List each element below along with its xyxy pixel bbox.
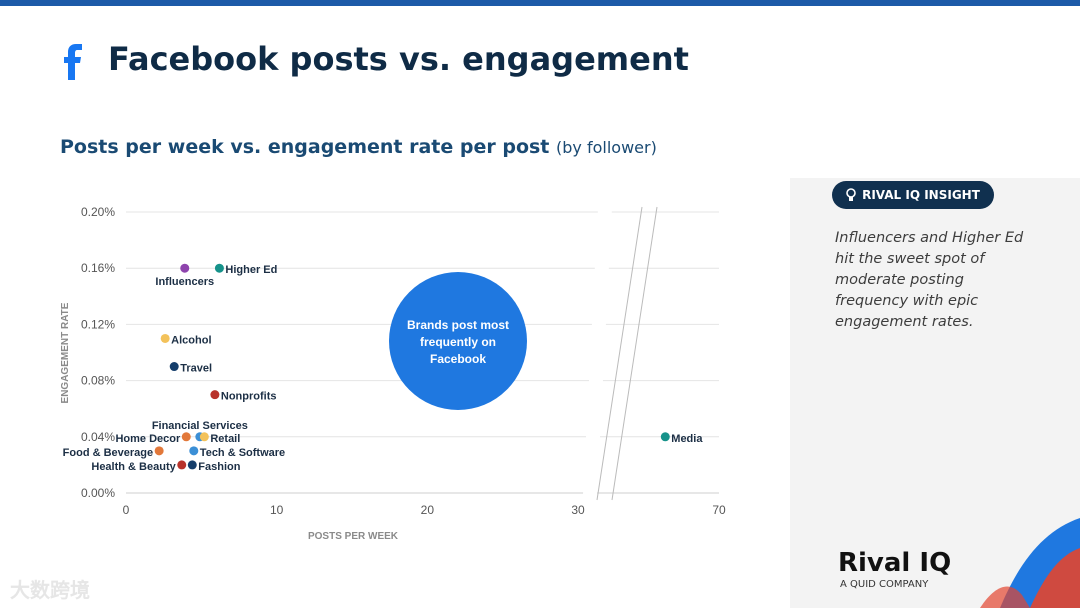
insight-badge: RIVAL IQ INSIGHT bbox=[832, 181, 994, 209]
data-point bbox=[160, 333, 170, 343]
chart-subtitle: Posts per week vs. engagement rate per p… bbox=[60, 136, 657, 158]
data-point-label: Home Decor bbox=[115, 433, 181, 445]
data-point bbox=[154, 446, 164, 456]
data-point bbox=[214, 263, 224, 273]
y-tick-label: 0.04% bbox=[81, 430, 115, 444]
data-point-label: Nonprofits bbox=[221, 391, 277, 403]
data-point-label: Media bbox=[671, 433, 703, 445]
x-tick-label: 0 bbox=[123, 503, 130, 517]
insight-panel bbox=[790, 178, 1080, 608]
x-tick-label: 70 bbox=[712, 503, 726, 517]
scatter-chart: 0.00% 0.04% 0.08% 0.12% 0.16% 0.20% 0 10 20 30 70 P… bbox=[60, 200, 726, 542]
data-point bbox=[187, 460, 197, 470]
axis-break-line bbox=[596, 206, 643, 501]
y-tick-label: 0.08% bbox=[81, 374, 115, 388]
data-point-label: Influencers bbox=[155, 276, 214, 288]
axis-break-gap bbox=[582, 200, 613, 505]
y-axis-label: ENGAGEMENT RATE bbox=[60, 302, 71, 403]
logo-tagline: A QUID COMPANY bbox=[840, 579, 929, 590]
y-tick-label: 0.00% bbox=[81, 486, 115, 500]
annotation-text: Brands post most frequently on Facebook bbox=[407, 318, 509, 366]
insight-text: Influencers and Higher Ed hit the sweet … bbox=[835, 230, 1024, 330]
data-point-label: Travel bbox=[180, 363, 212, 375]
x-tick-label: 20 bbox=[421, 503, 435, 517]
facebook-icon bbox=[64, 44, 82, 80]
page-title: Facebook posts vs. engagement bbox=[108, 40, 689, 78]
data-point bbox=[169, 362, 179, 372]
watermark: 大数跨境 bbox=[10, 578, 90, 602]
x-tick-label: 10 bbox=[270, 503, 284, 517]
data-point-label: Tech & Software bbox=[200, 447, 285, 459]
top-accent-bar bbox=[0, 0, 1080, 6]
data-point bbox=[660, 432, 670, 442]
lightbulb-icon bbox=[846, 188, 856, 201]
data-point bbox=[181, 432, 191, 442]
subtitle-main: Posts per week vs. engagement rate per p… bbox=[60, 136, 550, 158]
data-point-label: Fashion bbox=[198, 461, 240, 473]
data-point-label: Alcohol bbox=[171, 334, 211, 346]
data-point bbox=[180, 263, 190, 273]
axis-break-line bbox=[611, 206, 658, 501]
brand-wave-graphic bbox=[980, 518, 1080, 608]
y-tick-label: 0.16% bbox=[81, 261, 115, 275]
subtitle-note: (by follower) bbox=[556, 138, 657, 157]
data-point bbox=[210, 390, 220, 400]
annotation-bubble bbox=[389, 272, 527, 410]
y-tick-label: 0.20% bbox=[81, 205, 115, 219]
data-point-label: Higher Ed bbox=[225, 264, 277, 276]
data-point-label: Retail bbox=[210, 433, 240, 445]
data-point-label: Food & Beverage bbox=[63, 447, 153, 459]
insight-badge-label: RIVAL IQ INSIGHT bbox=[862, 188, 980, 202]
data-point bbox=[199, 432, 209, 442]
data-point bbox=[189, 446, 199, 456]
data-point-label: Financial Services bbox=[152, 420, 248, 432]
rival-iq-logo: Rival IQ bbox=[838, 548, 952, 578]
x-tick-label: 30 bbox=[571, 503, 585, 517]
y-tick-label: 0.12% bbox=[81, 317, 115, 331]
x-axis-label: POSTS PER WEEK bbox=[308, 531, 399, 542]
data-point bbox=[177, 460, 187, 470]
data-point-label: Health & Beauty bbox=[91, 461, 176, 473]
